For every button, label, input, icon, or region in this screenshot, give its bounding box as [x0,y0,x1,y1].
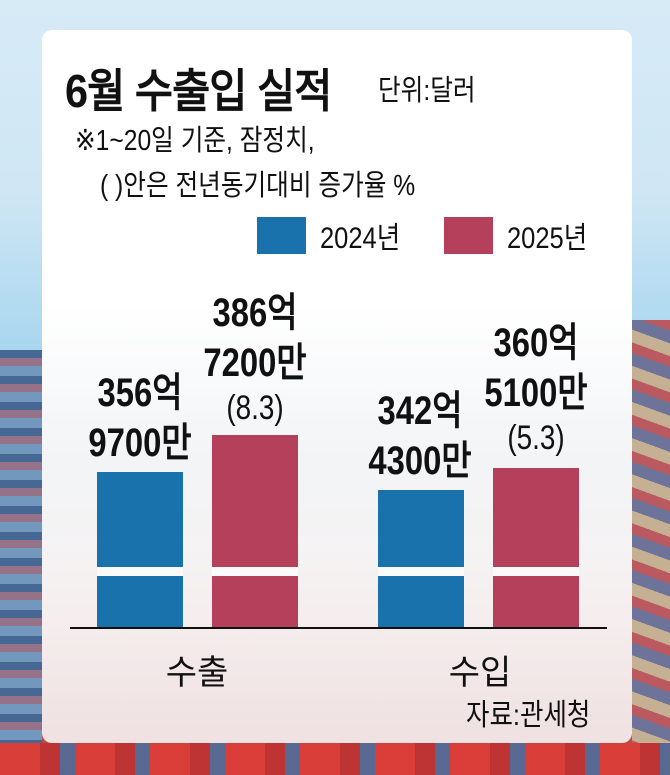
source-note: 자료:관세청 [466,699,591,732]
axis-break [493,567,579,576]
axis-break [212,567,298,576]
background-photo-bottom [0,743,670,775]
legend-label-2024: 2024년 [320,222,401,255]
note-yoy: ( )안은 전년동기대비 증가율 % [100,170,416,202]
unit-label: 단위:달러 [378,75,476,107]
value-export-2025-man: 7200만 [203,341,307,385]
value-import-2024-man: 4300만 [368,439,472,483]
value-label-export-2025: 386억 7200만 (8.3) [198,288,313,428]
value-import-2025-man: 5100만 [484,371,588,415]
note-basis: ※1~20일 기준, 잠정치, [75,125,315,157]
axis-break [97,567,183,576]
value-label-export-2024: 356억 9700만 [83,368,198,468]
bar-import-2025 [493,468,579,627]
value-export-2024-man: 9700만 [88,421,192,465]
value-import-2024-eok: 342억 [377,389,463,433]
legend-swatch-2024 [257,216,306,254]
value-export-2025-eok: 386억 [212,291,298,335]
value-import-2025-eok: 360억 [493,321,579,365]
axis-break [378,567,464,576]
legend-label-2025: 2025년 [507,222,588,255]
background-photo-left [0,350,42,775]
legend-item-2025: 2025년 [444,216,601,255]
chart-title: 6월 수출입 실적 [65,65,332,117]
legend-swatch-2025 [444,216,493,254]
legend-item-2024: 2024년 [257,216,414,255]
bar-export-2024 [97,472,183,627]
bar-export-2025 [212,435,298,627]
x-axis-baseline [70,627,607,629]
value-label-import-2025: 360억 5100만 (5.3) [479,318,594,458]
category-label-import: 수입 [448,654,512,692]
background-photo-right [632,320,670,775]
change-export-2025: (8.3) [226,389,284,427]
category-label-export: 수출 [165,654,229,692]
change-import-2025: (5.3) [507,419,565,457]
value-export-2024-eok: 356억 [97,371,183,415]
bar-import-2024 [378,490,464,627]
value-label-import-2024: 342억 4300만 [363,386,478,486]
